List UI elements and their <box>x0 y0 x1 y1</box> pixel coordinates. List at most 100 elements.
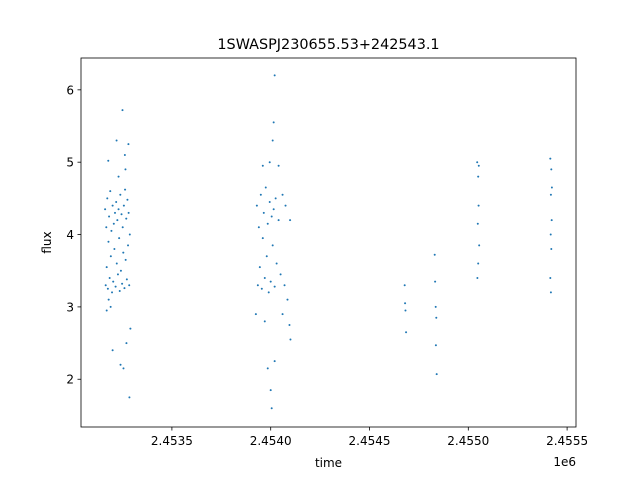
data-point <box>109 190 112 193</box>
data-point <box>268 200 271 203</box>
data-point <box>549 233 552 236</box>
data-point <box>104 284 107 287</box>
data-point <box>105 266 108 269</box>
data-point <box>127 244 130 247</box>
data-point <box>288 323 291 326</box>
data-point <box>109 255 112 258</box>
data-point <box>477 164 480 167</box>
data-point <box>283 284 286 287</box>
data-point <box>119 193 122 196</box>
x-tick-label: 2.4550 <box>447 434 489 448</box>
data-point <box>266 222 269 225</box>
data-point <box>477 175 480 178</box>
data-point <box>261 237 264 240</box>
data-point <box>549 276 552 279</box>
data-point <box>476 161 479 164</box>
x-tick-label: 2.4555 <box>546 434 588 448</box>
data-point <box>117 208 120 211</box>
data-point <box>123 153 126 156</box>
data-point <box>549 291 552 294</box>
data-point <box>289 219 292 222</box>
x-tick-label: 2.4540 <box>250 434 292 448</box>
data-point <box>125 217 128 220</box>
data-point <box>405 331 408 334</box>
data-point <box>111 349 114 352</box>
chart-title: 1SWASPJ230655.53+242543.1 <box>217 37 439 53</box>
data-point <box>109 305 112 308</box>
data-point <box>112 222 115 225</box>
data-point <box>477 204 480 207</box>
data-point <box>434 305 437 308</box>
plot-frame <box>80 57 577 428</box>
data-point <box>265 255 268 258</box>
x-tick-label: 2.4535 <box>151 434 193 448</box>
data-point <box>121 226 124 229</box>
data-point <box>270 407 273 410</box>
data-point <box>105 309 108 312</box>
data-point <box>108 276 111 279</box>
data-point <box>403 284 406 287</box>
data-point <box>128 233 131 236</box>
y-tick-label: 6 <box>66 83 74 97</box>
data-point <box>478 244 481 247</box>
x-axis-label: time <box>315 456 342 470</box>
data-point <box>433 253 436 256</box>
x-offset-label: 1e6 <box>553 455 576 469</box>
data-point <box>113 211 116 214</box>
data-point <box>434 344 437 347</box>
data-point <box>268 161 271 164</box>
data-point <box>120 213 123 216</box>
data-point <box>550 186 553 189</box>
data-point <box>119 269 122 272</box>
data-point <box>271 139 274 142</box>
data-point <box>261 164 264 167</box>
data-point <box>116 273 119 276</box>
data-point <box>269 389 272 392</box>
data-point <box>127 143 130 146</box>
data-point <box>263 320 266 323</box>
data-point <box>121 282 124 285</box>
data-points <box>104 74 553 410</box>
x-axis: 2.4535 2.4540 2.4545 2.4550 2.4555 <box>151 427 588 448</box>
data-point <box>550 248 553 251</box>
data-point <box>262 211 265 214</box>
data-point <box>127 211 130 214</box>
data-point <box>404 309 407 312</box>
data-point <box>104 208 107 211</box>
y-axis: 2 3 4 5 6 <box>66 83 81 387</box>
data-point <box>116 219 119 222</box>
data-point <box>124 188 127 191</box>
data-point <box>279 273 282 276</box>
data-point <box>257 226 260 229</box>
data-point <box>549 193 552 196</box>
data-point <box>273 360 276 363</box>
data-point <box>271 244 274 247</box>
data-point <box>122 204 125 207</box>
data-point <box>477 262 480 265</box>
y-tick-label: 4 <box>66 228 74 242</box>
data-point <box>260 287 263 290</box>
data-point <box>434 280 437 283</box>
data-point <box>113 248 116 251</box>
data-point <box>123 287 126 290</box>
data-point <box>115 262 118 265</box>
data-point <box>125 342 128 345</box>
data-point <box>267 291 270 294</box>
data-point <box>128 396 131 399</box>
data-point <box>110 229 113 232</box>
data-point <box>122 367 125 370</box>
x-tick-label: 2.4545 <box>349 434 391 448</box>
data-point <box>476 222 479 225</box>
data-point <box>275 262 278 265</box>
data-point <box>258 266 261 269</box>
data-point <box>254 313 257 316</box>
data-point <box>124 168 127 171</box>
data-point <box>107 298 110 301</box>
data-point <box>129 327 132 330</box>
data-point <box>272 208 275 211</box>
data-point <box>124 258 127 261</box>
data-point <box>117 175 120 178</box>
data-point <box>112 280 115 283</box>
data-point <box>435 373 438 376</box>
y-tick-label: 3 <box>66 300 74 314</box>
